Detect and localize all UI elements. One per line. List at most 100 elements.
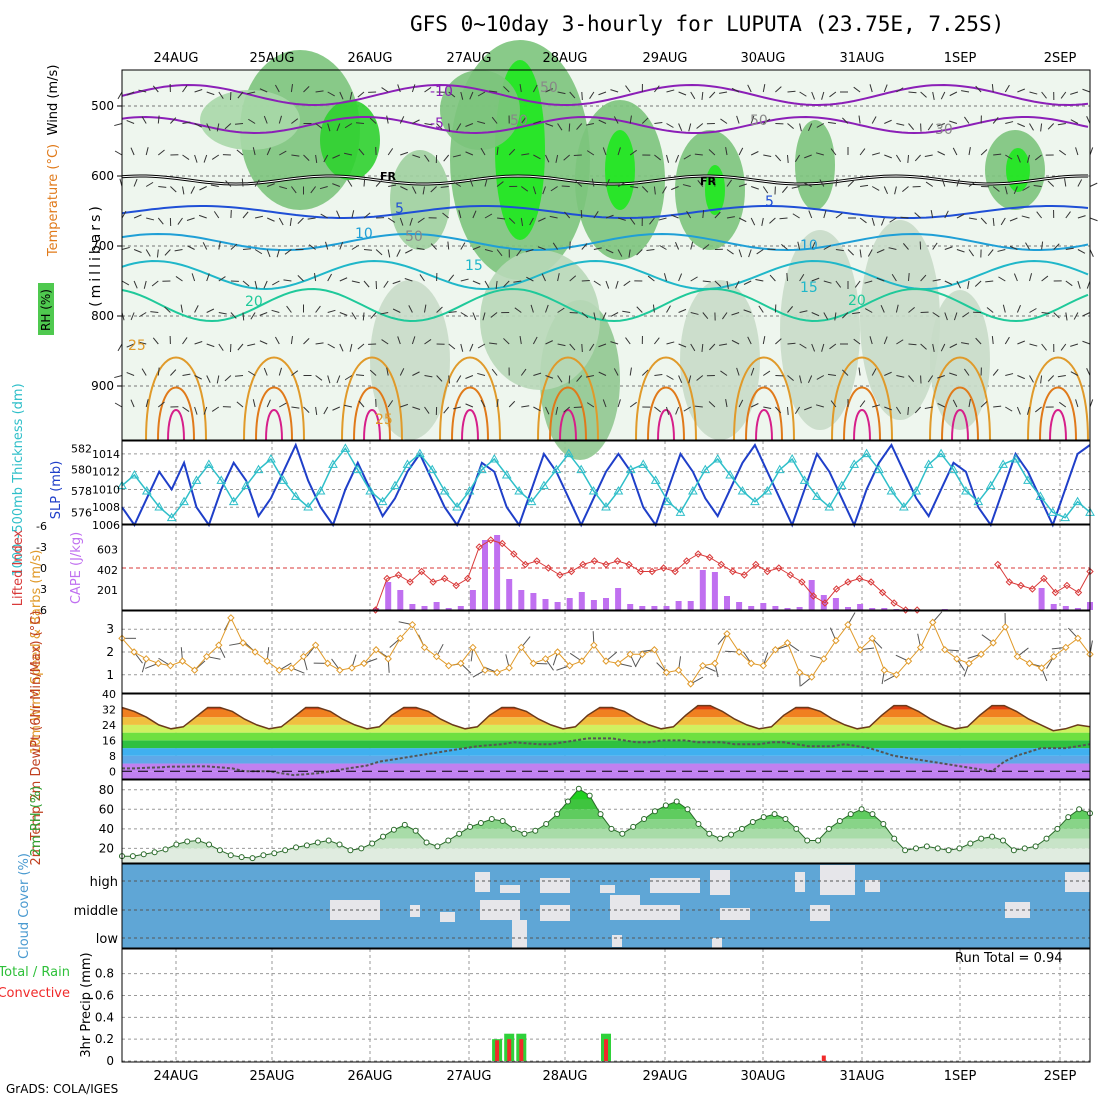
wind-barb [533, 120, 542, 124]
wind-speed-point [130, 648, 138, 656]
wind-barb [944, 246, 953, 250]
wind-barb [484, 249, 493, 253]
wind-speed-point [323, 659, 332, 668]
wind-barb [267, 183, 275, 187]
rh-point [227, 852, 234, 859]
wind-barb [869, 336, 873, 345]
thickness-point [812, 491, 822, 500]
wind-barb [787, 90, 796, 93]
wind-barb [835, 249, 844, 252]
wind-barb [750, 217, 756, 226]
wind-barb [380, 312, 389, 315]
wind-barb [735, 280, 740, 289]
wind-barb [202, 242, 208, 250]
wind-speed-point [1037, 664, 1046, 672]
wind-barb [808, 210, 813, 219]
wind-barb [1070, 91, 1079, 95]
wind-barb [678, 308, 687, 313]
lifted-axis-label: Lifted Index [11, 529, 26, 606]
thickness-point [489, 453, 500, 463]
wind-barb [521, 153, 530, 156]
wind-barb [585, 123, 595, 126]
wind-barb [284, 249, 292, 255]
thickness-point [836, 480, 847, 490]
wind-barb [203, 154, 208, 163]
precip-axis-label: 3hr Precip (mm) [79, 952, 94, 1057]
wind-barb [747, 336, 752, 345]
thickness-line [121, 446, 1091, 519]
wind-speed-point [1049, 652, 1058, 661]
rh-point [401, 821, 408, 828]
wind-barb [247, 91, 256, 95]
wind-barb [532, 186, 537, 195]
cape-bar [445, 608, 452, 610]
wind-barb [738, 217, 747, 223]
wind-barb [1040, 123, 1043, 132]
wind-barb [811, 343, 816, 352]
wind-barb [852, 312, 861, 315]
wind-barb [1004, 186, 1008, 195]
wind-barb [747, 84, 752, 93]
wind-barb [529, 217, 534, 226]
date-label-bottom: 27AUG [446, 1069, 491, 1084]
wind-barb [1041, 312, 1050, 314]
wind-barb [336, 375, 341, 384]
wind-barb [430, 243, 437, 250]
wind-speed-point [287, 664, 296, 672]
wind-barb [460, 312, 468, 318]
wind-barb [472, 312, 477, 321]
thickness-point [402, 459, 413, 468]
lifted-index-point [510, 550, 518, 558]
thickness-point [688, 485, 698, 495]
contour-label: 50 [510, 113, 528, 129]
wind-barb [998, 276, 1006, 282]
temperature-axis-label: Temperature (°C) [46, 144, 61, 257]
rh-point [260, 852, 267, 859]
rh-point [880, 820, 887, 827]
wind-barb [278, 115, 282, 124]
thickness-point [266, 453, 276, 463]
wind-barb [157, 217, 164, 225]
cape-bar [1038, 588, 1045, 610]
rh-point [641, 816, 648, 823]
wind-barb [177, 217, 183, 225]
wind-barb [477, 120, 486, 124]
wind-barb [1009, 217, 1018, 222]
wind-barb [829, 91, 837, 98]
wind-barb [654, 337, 660, 345]
wind-barb [448, 343, 456, 350]
wind-barb [397, 84, 401, 93]
cape-bar [385, 582, 392, 610]
cloud-block [440, 912, 455, 922]
wind-barb [924, 154, 933, 158]
wind-barb [968, 181, 976, 187]
wind-barb [1026, 406, 1030, 415]
wind-barb [114, 150, 123, 156]
wind-barb [460, 343, 464, 352]
wind-barb [629, 217, 636, 225]
wind-barb [496, 249, 503, 257]
wind-barb [194, 341, 203, 345]
lifted-index-point [417, 567, 426, 576]
wind-barb [521, 186, 529, 192]
wind-speed-point [553, 648, 562, 656]
wind-barb [399, 368, 405, 376]
cape-bar [603, 598, 609, 610]
wind-barb [819, 179, 825, 187]
wind-barb [859, 217, 867, 224]
lifted-index-point [994, 560, 1002, 569]
thickness-point [936, 448, 946, 458]
wind-barb [1075, 147, 1079, 156]
wind-barb [308, 244, 316, 250]
wind-barb [807, 375, 813, 384]
cape-bar [590, 600, 597, 610]
wind-barb [593, 247, 602, 250]
wind-barb [156, 249, 159, 258]
wind-barb [266, 217, 275, 222]
cloud-block [865, 880, 880, 892]
wind-barb [564, 211, 571, 219]
wind-barb [880, 217, 885, 226]
date-label-bottom: 25AUG [249, 1069, 294, 1084]
wind-barb [799, 375, 802, 384]
wind-barb [787, 306, 794, 313]
